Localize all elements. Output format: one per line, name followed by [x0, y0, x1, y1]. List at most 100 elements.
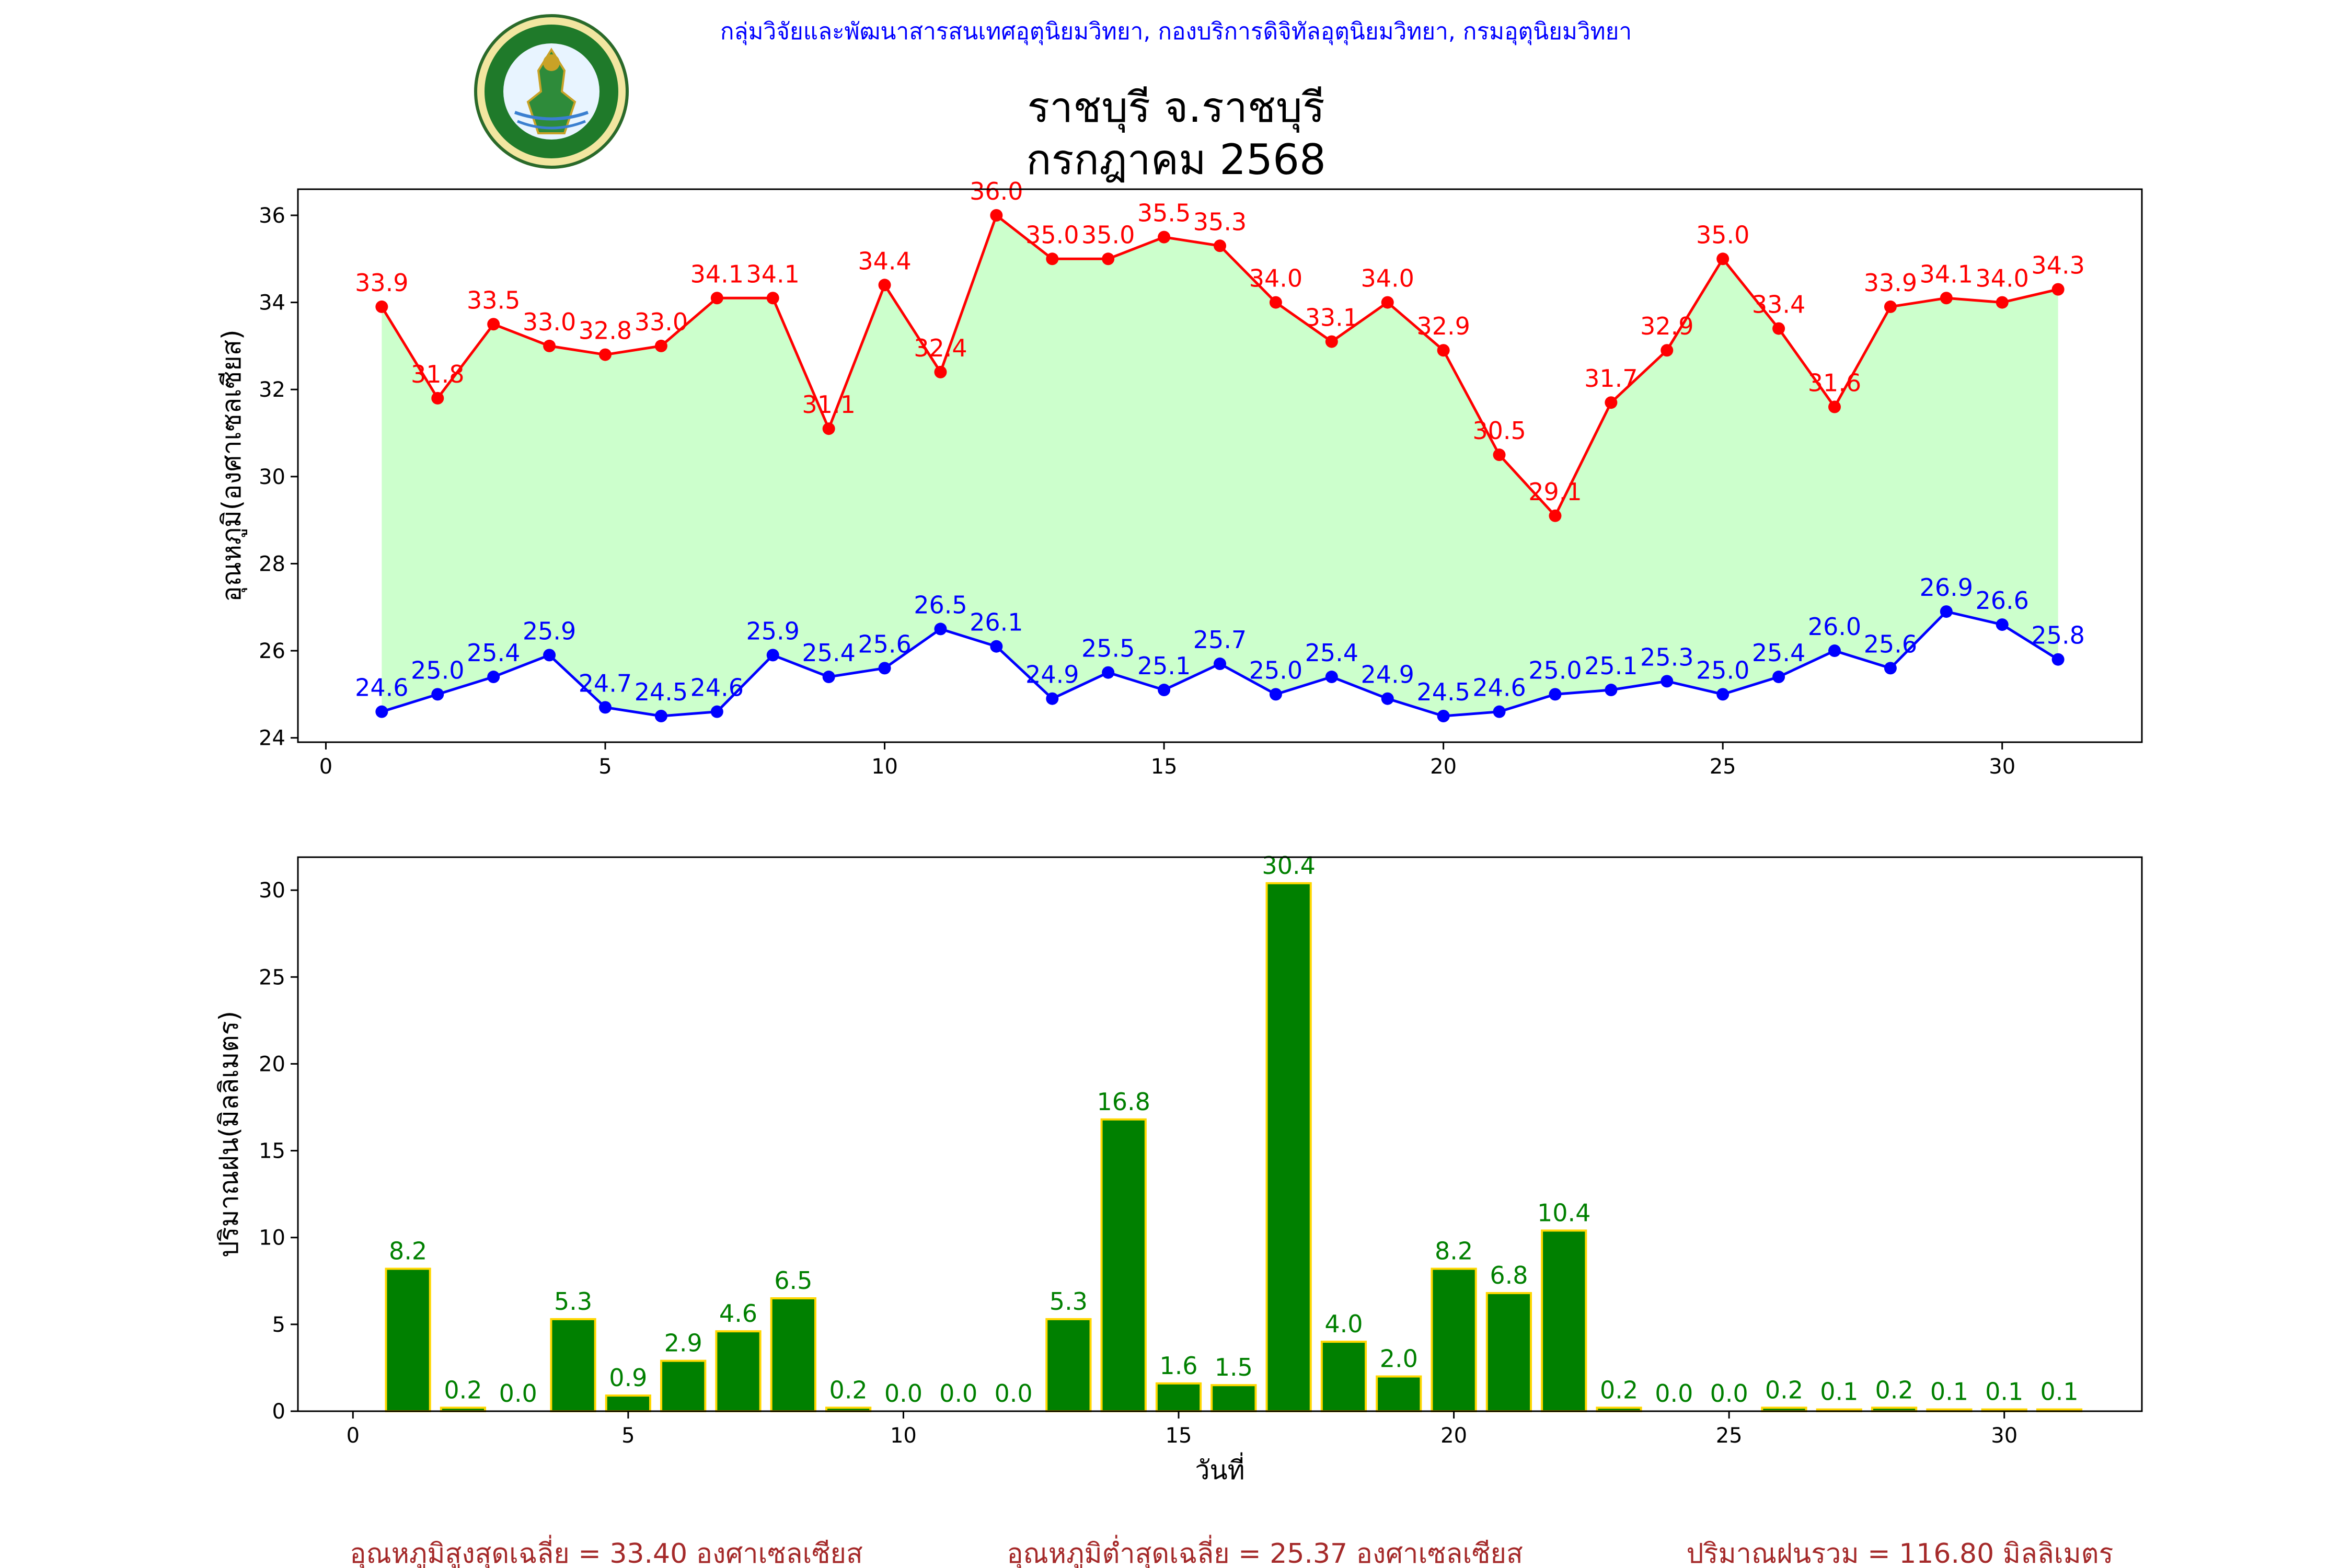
rainfall-value-label: 0.2 — [1600, 1376, 1638, 1404]
y-tick-label: 25 — [259, 965, 285, 989]
min-temperature-label: 25.8 — [2031, 621, 2084, 650]
rainfall-value-label: 5.3 — [554, 1287, 592, 1316]
rainfall-value-label: 0.1 — [1985, 1378, 2023, 1406]
rainfall-chart: 8.2 0.2 0.0 5.3 0.9 2.9 4.6 6.5 0.2 0.0 0.0 0.0 5.3 1… — [214, 851, 2143, 1485]
rainfall-value-label: 0.0 — [884, 1379, 923, 1408]
y-tick-label: 15 — [259, 1139, 285, 1163]
min-temperature-label: 24.6 — [690, 674, 744, 702]
rainfall-bar — [1541, 1229, 1587, 1413]
x-tick-label: 10 — [871, 755, 898, 779]
rainfall-bar — [1100, 1118, 1147, 1412]
y-tick-label: 30 — [259, 879, 285, 903]
y-tick-label: 36 — [259, 204, 285, 228]
rainfall-value-label: 0.2 — [444, 1376, 482, 1404]
rainfall-value-label: 16.8 — [1097, 1088, 1150, 1116]
temperature-y-axis-label: อุณหภูมิ(องศาเซลเซียส) — [216, 329, 247, 602]
min-temperature-label: 26.1 — [970, 608, 1023, 637]
min-temperature-point — [1884, 662, 1897, 675]
min-temperature-label: 25.5 — [1081, 635, 1135, 663]
min-temperature-label: 25.1 — [1137, 652, 1191, 680]
x-tick-label: 5 — [621, 1424, 635, 1448]
min-temperature-label: 25.3 — [1640, 643, 1693, 671]
average-max-temperature: อุณหภูมิสูงสุดเฉลี่ย = 33.40 องศาเซลเซีย… — [350, 1535, 863, 1568]
x-tick-label: 0 — [319, 755, 332, 779]
min-temperature-point — [1269, 688, 1282, 701]
rainfall-value-label: 0.0 — [499, 1379, 537, 1408]
x-tick-label: 10 — [890, 1424, 917, 1448]
max-temperature-label: 34.1 — [746, 260, 800, 288]
rainfall-value-label: 0.0 — [1710, 1379, 1748, 1408]
max-temperature-point — [1996, 296, 2009, 309]
min-temperature-point — [1716, 688, 1730, 701]
max-temperature-point — [487, 318, 500, 331]
rainfall-y-axis-label: ปริมาณฝน(มิลลิเมตร) — [214, 1011, 244, 1258]
chart-title-month: กรกฎาคม 2568 — [1026, 135, 1326, 184]
agency-name: กลุ่มวิจัยและพัฒนาสารสนเทศอุตุนิยมวิทยา,… — [720, 18, 1632, 45]
max-temperature-label: 34.0 — [1249, 264, 1302, 293]
rainfall-bar — [1210, 1384, 1257, 1412]
min-temperature-point — [1996, 618, 2009, 631]
max-temperature-point — [1325, 335, 1338, 348]
chart-title-station: ราชบุรี จ.ราชบุรี — [1027, 83, 1325, 133]
y-tick-label: 28 — [259, 552, 285, 576]
max-temperature-point — [1158, 230, 1171, 244]
rainfall-bar — [605, 1394, 652, 1412]
x-tick-label: 15 — [1151, 755, 1178, 779]
min-temperature-point — [934, 622, 947, 636]
max-temperature-point — [599, 348, 612, 361]
min-temperature-label: 25.9 — [746, 617, 800, 645]
max-temperature-point — [1605, 396, 1618, 409]
rainfall-bar — [1265, 882, 1312, 1412]
max-temperature-point — [1884, 300, 1897, 313]
max-temperature-label: 32.9 — [1416, 312, 1470, 340]
x-tick-label: 30 — [1991, 1424, 2017, 1448]
min-temperature-point — [599, 701, 612, 714]
max-temperature-label: 36.0 — [970, 177, 1023, 205]
min-temperature-point — [1549, 688, 1562, 701]
rainfall-bar — [770, 1297, 816, 1412]
x-tick-label: 20 — [1440, 1424, 1467, 1448]
rainfall-value-label: 4.0 — [1324, 1310, 1363, 1338]
rainfall-value-label: 6.8 — [1490, 1261, 1528, 1289]
rainfall-value-label: 6.5 — [774, 1266, 812, 1295]
max-temperature-label: 32.9 — [1640, 312, 1693, 340]
total-rainfall: ปริมาณฝนรวม = 116.80 มิลลิเมตร — [1687, 1538, 2114, 1568]
x-tick-label: 20 — [1430, 755, 1457, 779]
max-temperature-point — [1214, 239, 1226, 252]
min-temperature-point — [543, 649, 556, 662]
min-temperature-label: 26.0 — [1808, 613, 1861, 641]
min-temperature-point — [431, 688, 444, 701]
temperature-range-band — [382, 215, 2058, 717]
max-temperature-label: 31.8 — [411, 360, 464, 388]
max-temperature-label: 33.1 — [1305, 304, 1358, 332]
rainfall-value-label: 8.2 — [389, 1237, 427, 1265]
temperature-plot-frame — [297, 188, 2143, 743]
max-temperature-label: 33.5 — [467, 286, 520, 314]
min-temperature-point — [1493, 705, 1506, 718]
min-temperature-label: 25.4 — [802, 639, 855, 667]
temperature-y-axis: 24 26 28 30 32 34 36 — [259, 204, 298, 751]
max-temperature-point — [990, 209, 1003, 222]
min-temperature-point — [1437, 710, 1450, 723]
rainfall-value-labels: 8.2 0.2 0.0 5.3 0.9 2.9 4.6 6.5 0.2 0.0 0.0 0.0 5.3 1… — [389, 851, 2079, 1408]
rainfall-bars — [385, 882, 2083, 1413]
rainfall-value-label: 0.2 — [1875, 1376, 1913, 1404]
max-temperature-label: 31.1 — [802, 390, 855, 419]
min-temperature-point — [766, 649, 779, 662]
max-temperature-point — [934, 365, 947, 378]
max-temperature-label: 33.0 — [635, 308, 688, 336]
min-temperature-point — [1325, 671, 1338, 684]
temperature-value-labels: 33.931.833.533.0 32.8 33.034.1 34.131.134.4… — [355, 177, 2085, 706]
min-temperature-label: 24.6 — [1472, 674, 1526, 702]
min-temperature-label: 25.4 — [1752, 639, 1805, 667]
y-tick-label: 26 — [259, 639, 285, 663]
rainfall-bar — [1376, 1375, 1422, 1412]
rainfall-value-label: 0.0 — [1655, 1379, 1693, 1408]
rainfall-value-label: 0.0 — [994, 1379, 1032, 1408]
min-temperature-point — [1772, 671, 1785, 684]
min-temperature-point — [1661, 675, 1674, 688]
rainfall-bar — [1320, 1341, 1367, 1413]
min-temperature-label: 24.7 — [579, 669, 632, 697]
max-temperature-point — [710, 292, 723, 305]
max-temperature-point — [1940, 292, 1953, 305]
